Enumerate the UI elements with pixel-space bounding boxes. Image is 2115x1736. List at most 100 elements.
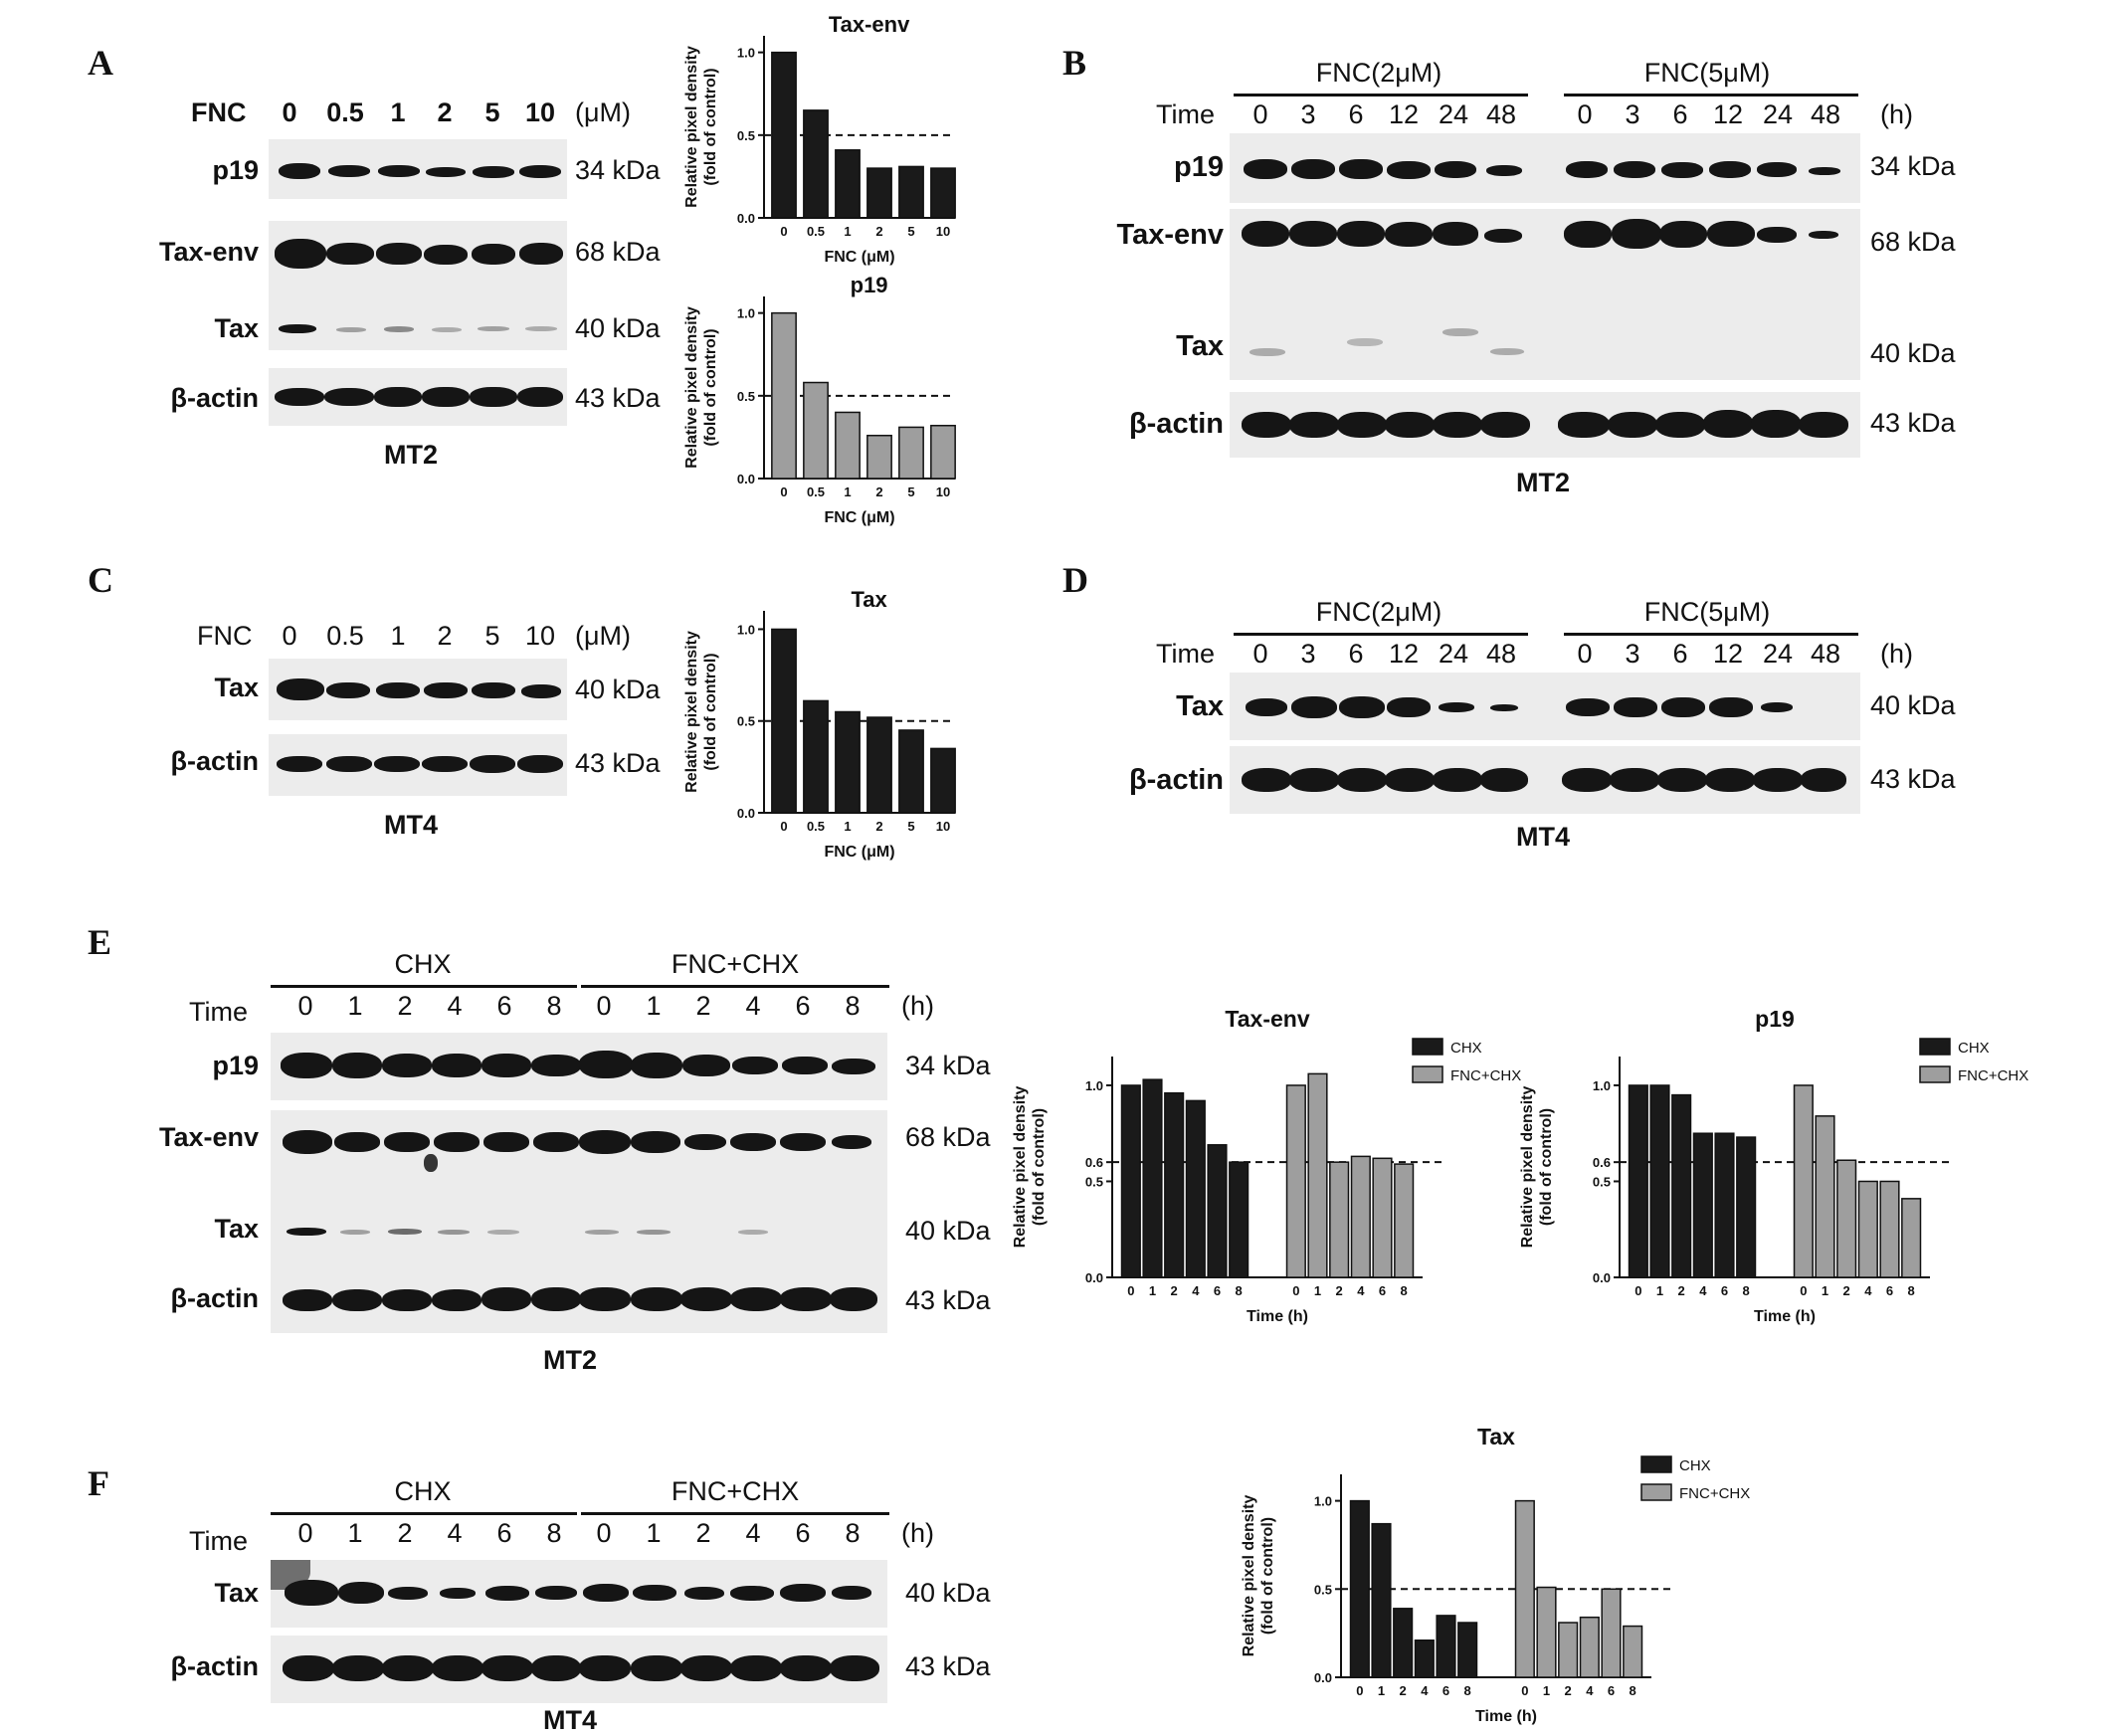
y-axis-label: Relative pixel density (fold of control)	[683, 306, 719, 469]
kda-label: 34 kDa	[905, 1051, 991, 1080]
kda-label: 43 kDa	[905, 1651, 991, 1681]
time-label: 0	[596, 1518, 612, 1548]
legend-label: FNC+CHX	[1679, 1485, 1750, 1502]
bar	[803, 381, 829, 480]
bar	[1164, 1091, 1185, 1278]
x-tick-label: 4	[1699, 1283, 1707, 1298]
kda-label: 43 kDa	[575, 748, 661, 778]
bar	[771, 51, 797, 219]
bar	[1793, 1084, 1814, 1278]
time-label: 6	[1348, 99, 1364, 129]
bar	[1372, 1157, 1393, 1278]
x-tick-label: 2	[1171, 1283, 1178, 1298]
blot-tax-env	[269, 221, 567, 350]
y-axis-label-line: (fold of control)	[702, 68, 719, 185]
bar	[1857, 1180, 1878, 1278]
bar	[1350, 1155, 1371, 1278]
group-label: FNC+CHX	[671, 1476, 800, 1506]
y-axis-label-line: (fold of control)	[1259, 1517, 1276, 1635]
time-unit: (h)	[1880, 99, 1913, 129]
kda-label: 43 kDa	[1870, 408, 1956, 438]
x-tick-label: 0	[1634, 1283, 1641, 1298]
dose-label: 1	[390, 621, 406, 651]
cell-line-label: MT4	[543, 1705, 597, 1735]
legend-swatch	[1640, 1483, 1672, 1501]
y-axis-label-line: Relative pixel density	[683, 306, 700, 469]
time-row-header: Time	[1156, 639, 1215, 669]
bar	[1120, 1084, 1141, 1278]
bar	[866, 167, 892, 219]
blot-tax	[271, 1560, 887, 1628]
time-label: 8	[845, 1518, 861, 1548]
x-tick-label: 2	[1843, 1283, 1850, 1298]
bar	[1436, 1615, 1456, 1678]
bar	[866, 716, 892, 814]
kda-label: 40 kDa	[575, 675, 661, 704]
time-label: 0	[596, 991, 612, 1021]
group-label: CHX	[394, 949, 452, 979]
panel-label-e: E	[88, 922, 112, 962]
y-tick-label: 0.6	[1085, 1155, 1103, 1170]
y-tick-label: 1.0	[737, 306, 755, 321]
y-tick-label: 0.5	[1085, 1174, 1103, 1189]
x-tick-label: 4	[1357, 1283, 1365, 1298]
time-label: 4	[447, 1518, 463, 1548]
x-tick-label: 6	[1608, 1683, 1615, 1698]
bar	[930, 167, 956, 219]
row-label-beta-actin: β-actin	[170, 1651, 260, 1681]
x-tick-label: 0	[1127, 1283, 1134, 1298]
panel-label-f: F	[88, 1463, 109, 1503]
y-tick-label: 0.5	[1314, 1582, 1332, 1597]
bar	[1536, 1586, 1557, 1678]
legend-label: CHX	[1450, 1040, 1482, 1057]
time-label: 12	[1388, 99, 1420, 129]
legend-label: FNC+CHX	[1958, 1067, 2028, 1084]
panel-label-c: C	[88, 560, 113, 600]
dose-label: 0.5	[326, 621, 364, 651]
legend-swatch	[1919, 1065, 1951, 1083]
panel-label-b: B	[1062, 43, 1087, 83]
y-tick-label: 0.5	[1593, 1174, 1611, 1189]
y-tick-label: 0.5	[737, 128, 755, 143]
x-tick-label: 1	[1543, 1683, 1550, 1698]
x-tick-label: 10	[936, 484, 950, 499]
time-label: 6	[1672, 99, 1688, 129]
panel-label-d: D	[1062, 560, 1088, 600]
kda-label: 34 kDa	[575, 155, 661, 185]
x-axis-label: Time (h)	[1475, 1708, 1537, 1725]
row-label-beta-actin: β-actin	[170, 746, 260, 776]
bar	[1692, 1132, 1713, 1278]
x-axis-label: Time (h)	[1247, 1308, 1308, 1325]
group-underline	[271, 985, 577, 988]
y-axis-label-line: (fold of control)	[702, 328, 719, 446]
kda-label: 40 kDa	[575, 313, 661, 343]
x-tick-label: 6	[1214, 1283, 1221, 1298]
time-label: 2	[695, 991, 711, 1021]
time-row-header: Time	[1156, 99, 1215, 129]
time-label: 24	[1762, 639, 1794, 669]
row-label-tax: Tax	[214, 1214, 259, 1244]
time-label: 6	[1348, 639, 1364, 669]
bar	[835, 411, 861, 480]
x-tick-label: 10	[936, 819, 950, 834]
bar	[803, 109, 829, 219]
x-axis-label: Time (h)	[1754, 1308, 1816, 1325]
y-tick-label: 1.0	[737, 46, 755, 61]
bar	[1628, 1084, 1648, 1278]
x-tick-label: 6	[1886, 1283, 1893, 1298]
blot-beta-actin	[1230, 746, 1860, 814]
blot-tax	[1230, 673, 1860, 740]
bar	[1901, 1198, 1922, 1278]
cell-line-label: MT4	[1516, 822, 1570, 852]
legend-swatch	[1412, 1038, 1443, 1056]
blot-tax	[269, 659, 567, 720]
x-tick-label: 2	[875, 484, 882, 499]
legend-swatch	[1412, 1065, 1443, 1083]
x-tick-label: 6	[1721, 1283, 1728, 1298]
cell-line-label: MT2	[384, 440, 438, 470]
x-tick-label: 6	[1442, 1683, 1449, 1698]
group-label: FNC(2μM)	[1315, 597, 1442, 627]
time-label: 0	[297, 991, 313, 1021]
blot-p19	[271, 1033, 887, 1100]
x-tick-label: 8	[1464, 1683, 1471, 1698]
